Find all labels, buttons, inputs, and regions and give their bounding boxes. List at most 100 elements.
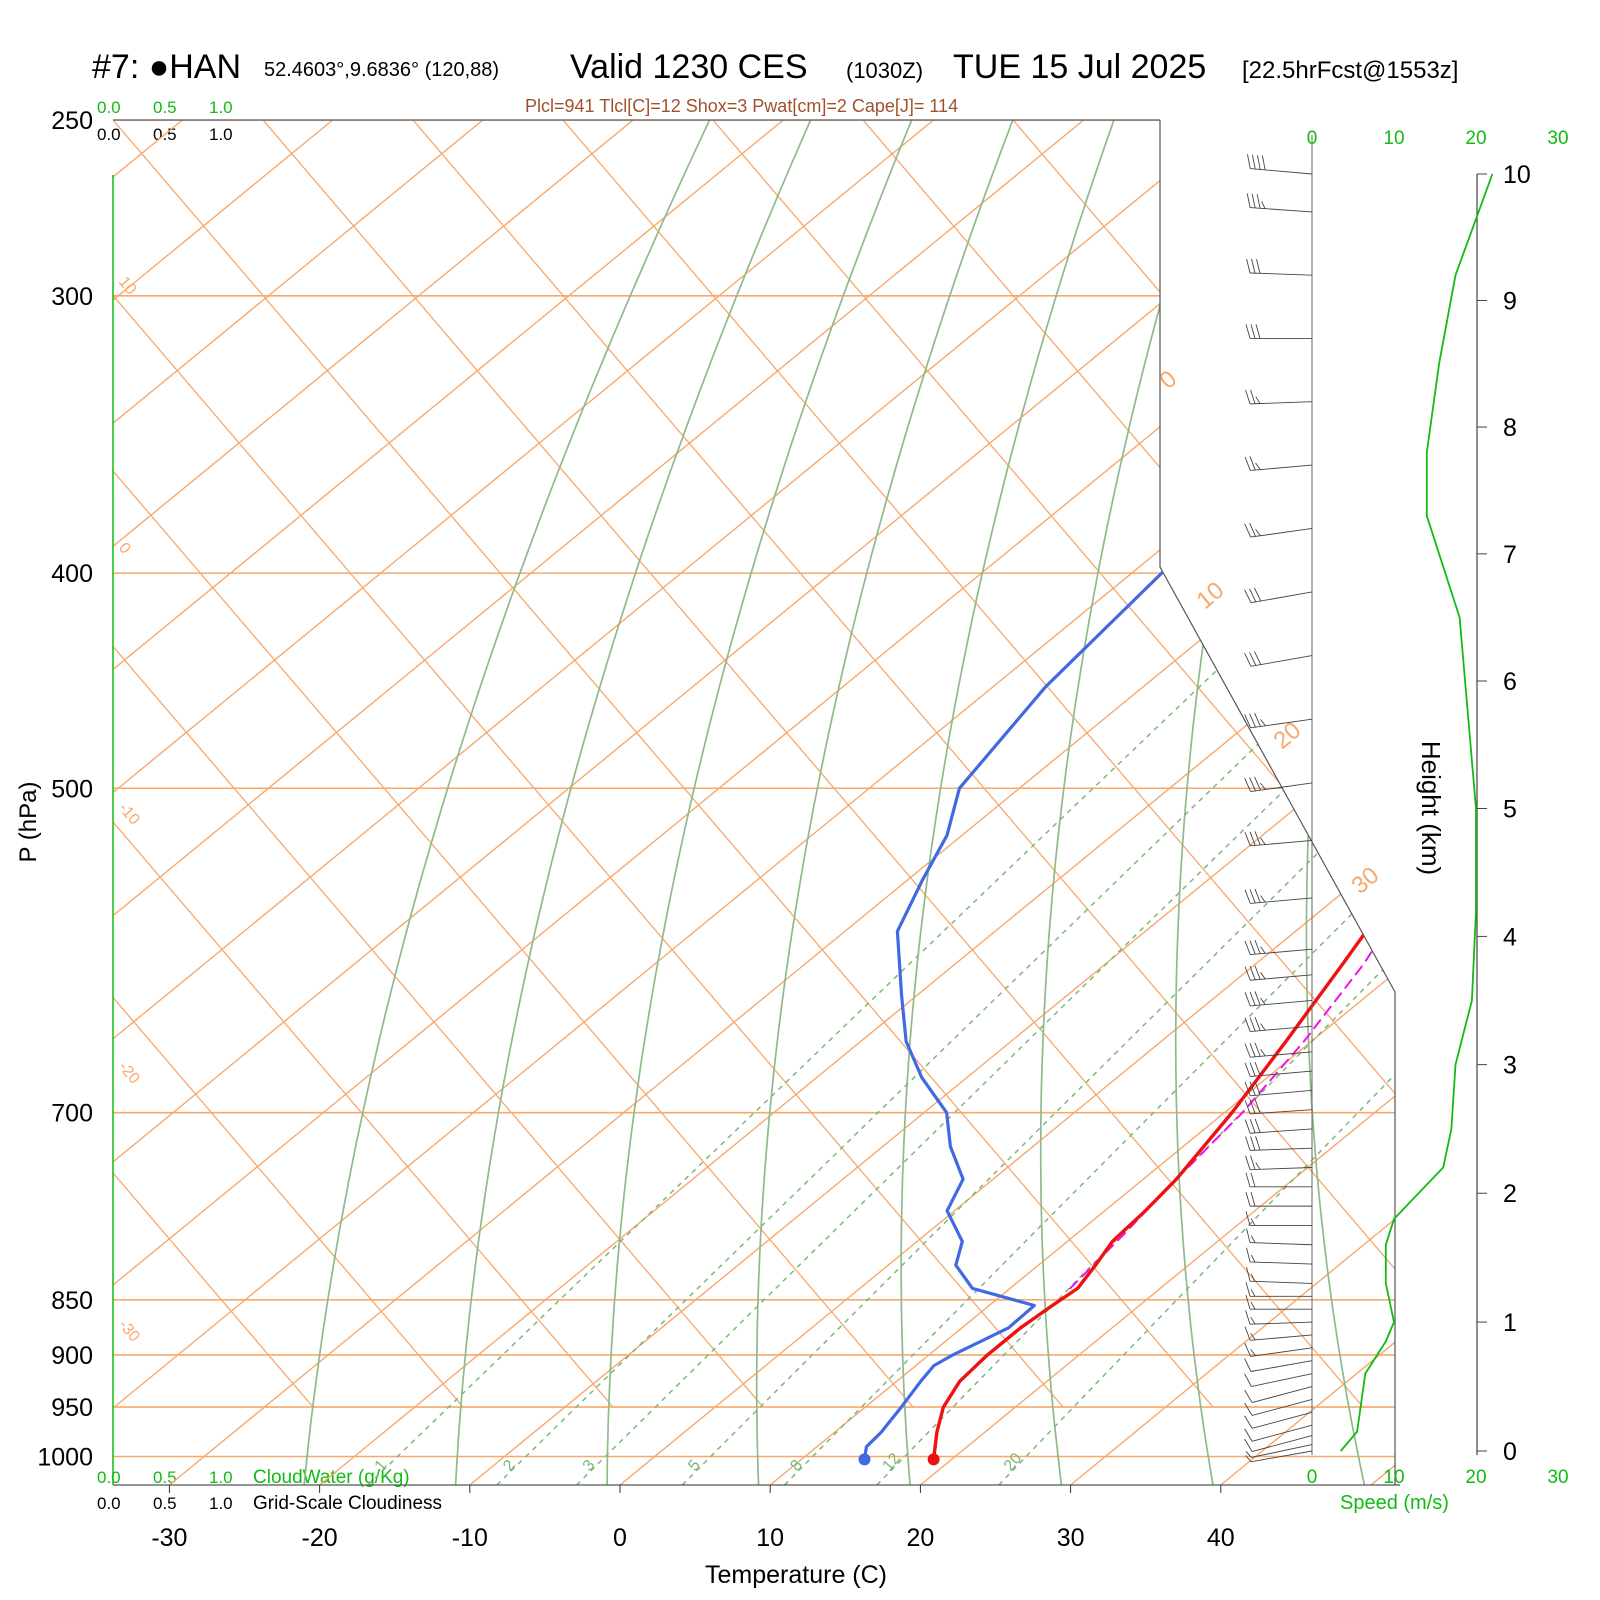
bottom-green-scale-2: 1.0 xyxy=(209,1468,233,1487)
wind-barb xyxy=(1244,888,1313,904)
isotherm-label: -30 xyxy=(115,1317,143,1346)
wind-barb-feather xyxy=(1244,1326,1251,1341)
speed-bottom-tick-label: 10 xyxy=(1383,1467,1404,1488)
wind-barb xyxy=(1244,1398,1313,1416)
height-tick-label: 3 xyxy=(1503,1052,1517,1080)
surface-dewpoint-dot xyxy=(858,1453,871,1466)
wind-barb-feather xyxy=(1245,1451,1252,1458)
mixing-ratio-line xyxy=(496,572,1395,1485)
wind-barb xyxy=(1245,1136,1313,1151)
wind-barb-feather xyxy=(1244,1082,1251,1096)
wind-barb-feather xyxy=(1250,1274,1256,1282)
guide-line xyxy=(1312,120,1395,1408)
height-tick-label: 5 xyxy=(1503,796,1517,824)
wind-barb-staff xyxy=(1250,401,1313,405)
wind-barb-feather xyxy=(1255,1162,1261,1170)
mixing-ratio-label: 8 xyxy=(787,1457,806,1475)
dry-adiabat xyxy=(303,120,711,1485)
isotherm-line xyxy=(113,120,784,1485)
wind-barb xyxy=(1245,389,1313,405)
wind-barb xyxy=(1244,587,1313,604)
dry-adiabat xyxy=(1556,120,1600,1485)
wind-barb-staff xyxy=(1250,1334,1313,1341)
wind-barb-feather xyxy=(1249,1017,1256,1032)
wind-barb-feather xyxy=(1246,1228,1251,1243)
height-tick-label: 2 xyxy=(1503,1180,1517,1208)
station-coords: 52.4603°,9.6836° (120,88) xyxy=(264,59,499,81)
wind-barb xyxy=(1244,965,1313,981)
wind-barb-feather xyxy=(1254,776,1261,791)
wind-barb xyxy=(1244,991,1313,1007)
guide-line xyxy=(113,120,764,1408)
isotherm-label: -10 xyxy=(115,800,143,829)
isotherm-line xyxy=(619,120,1395,1485)
isotherm-line xyxy=(113,120,934,1485)
wind-barb-feather xyxy=(1260,1049,1266,1057)
height-tick-label: 4 xyxy=(1503,923,1517,951)
wind-barb-staff xyxy=(1250,168,1313,175)
wind-barb-feather xyxy=(1246,193,1251,208)
wind-barb xyxy=(1244,456,1313,471)
wind-barb-feather xyxy=(1250,1254,1256,1263)
wind-barb-staff xyxy=(1250,897,1313,904)
isotherm-line xyxy=(113,120,334,1485)
wind-barb-staff xyxy=(1250,1147,1313,1151)
wind-barb-staff xyxy=(1250,272,1313,276)
mixing-ratio-line xyxy=(998,572,1395,1485)
wind-barb-feather xyxy=(1249,456,1256,471)
wind-barb-feather xyxy=(1250,389,1256,404)
wind-barb-feather xyxy=(1244,966,1251,981)
wind-barb-feather xyxy=(1249,991,1256,1006)
wind-barb-feather xyxy=(1254,651,1262,665)
wind-barb-feather xyxy=(1249,1062,1256,1077)
axis-ticks: 100-10-20-300102030250300400500700850900… xyxy=(37,107,1384,1552)
wind-barb-feather xyxy=(1250,1191,1256,1207)
isotherm-label: 0 xyxy=(1155,365,1183,394)
wind-barb-staff xyxy=(1251,1411,1313,1429)
wind-barb-feather xyxy=(1244,523,1252,538)
wind-barb-feather xyxy=(1249,831,1256,846)
top-black-scale-2: 1.0 xyxy=(209,125,233,144)
wind-barb-staff xyxy=(1251,1386,1313,1404)
wind-barb-feather xyxy=(1255,462,1261,470)
isotherm-line xyxy=(1220,120,1395,1485)
wind-barb xyxy=(1244,1081,1313,1097)
plot-frame xyxy=(112,119,1400,1486)
forecast-info: [22.5hrFcst@1553z] xyxy=(1242,57,1458,84)
wind-panel: 0 1 2 3 4 5 6 7 8 9 10 0 0 10 10 20 20 30 30 xyxy=(1244,128,1569,1488)
temperature-tick-label: 10 xyxy=(756,1524,784,1552)
wind-barb xyxy=(1244,1326,1313,1341)
pressure-tick-label: 300 xyxy=(51,283,93,311)
wind-barb-feather xyxy=(1244,1358,1252,1372)
wind-barb-feather xyxy=(1254,712,1261,727)
isotherm-line xyxy=(1070,120,1395,1485)
wind-barb-feather xyxy=(1261,155,1266,170)
wind-barb-feather xyxy=(1249,1099,1256,1114)
wind-barb xyxy=(1244,1016,1313,1032)
wind-barb xyxy=(1245,1450,1313,1463)
wind-barb-feather xyxy=(1244,1342,1252,1357)
wind-barb-feather xyxy=(1244,1438,1253,1452)
pressure-tick-label: 900 xyxy=(51,1342,93,1370)
wind-barb-feather xyxy=(1255,396,1261,404)
speed-top-tick-label: 0 xyxy=(1307,128,1318,149)
wind-barb-staff xyxy=(1251,1373,1313,1387)
wind-barb xyxy=(1244,1342,1313,1357)
wind-barb-feather xyxy=(1245,1136,1251,1151)
speed-bottom-tick-label: 0 xyxy=(1307,1467,1318,1488)
wind-barb-feather xyxy=(1250,1136,1256,1151)
wind-barb-feather xyxy=(1247,154,1251,169)
mixing-ratio-label: 12 xyxy=(879,1450,904,1475)
wind-barb-feather xyxy=(1244,714,1252,729)
x-axis-label: Temperature (C) xyxy=(705,1561,887,1589)
top-green-scale-0: 0.0 xyxy=(97,98,121,117)
wind-barb-feather xyxy=(1249,588,1257,603)
wind-barb-feather xyxy=(1245,1310,1251,1325)
wind-barb xyxy=(1245,1295,1312,1310)
pressure-tick-label: 700 xyxy=(51,1100,93,1128)
wind-barb-staff xyxy=(1250,839,1313,847)
wind-barb-staff xyxy=(1250,782,1313,793)
wind-barb-feather xyxy=(1244,589,1252,603)
wind-barb-staff xyxy=(1250,1167,1313,1171)
